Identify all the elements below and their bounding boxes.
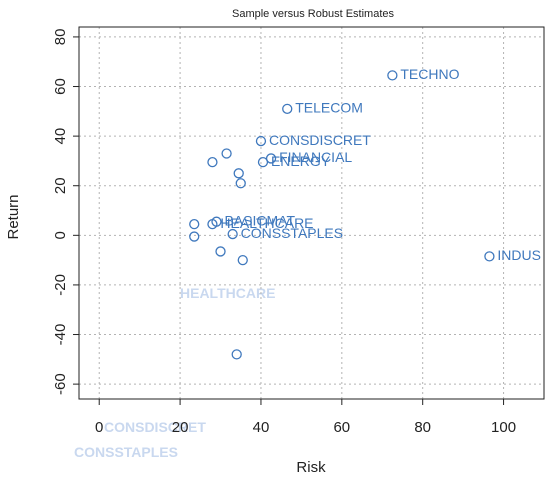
y-tick-label: -60 — [52, 373, 69, 395]
y-axis-label: Return — [5, 194, 22, 239]
axes: 0 20 40 60 80 100 -60 -40 -20 0 20 40 60 80 — [52, 26, 545, 436]
point-label: ENERGY — [271, 153, 331, 169]
y-tick-label: 0 — [52, 231, 69, 239]
data-point — [207, 157, 218, 168]
x-axis-label: Risk — [296, 459, 326, 476]
point-label: CONSDISCRET — [269, 132, 371, 148]
data-point — [282, 103, 293, 114]
x-tick-label: 60 — [333, 419, 350, 436]
y-tick-label: 60 — [52, 78, 69, 95]
y-tick-label: -20 — [52, 274, 69, 296]
data-point — [207, 219, 218, 230]
x-tick-label: 100 — [491, 419, 516, 436]
data-points — [189, 70, 495, 360]
point-label: CONSSTAPLES — [241, 225, 343, 241]
x-tick-label: 40 — [253, 419, 270, 436]
x-tick-label: 80 — [414, 419, 431, 436]
point-label: TELECOM — [295, 100, 363, 116]
y-tick-label: 40 — [52, 128, 69, 145]
ghost-label-healthcare: HEALTHCARE — [180, 285, 275, 301]
data-point — [189, 219, 200, 230]
data-point — [265, 153, 277, 164]
point-label: HEALTHCARE — [220, 215, 313, 231]
y-tick-label: -40 — [52, 324, 69, 346]
gridlines — [79, 27, 544, 399]
x-tick-label: 0 — [95, 419, 103, 436]
x-tick-label: 20 — [172, 419, 189, 436]
plot-frame — [78, 26, 545, 400]
data-point — [215, 246, 226, 257]
ghost-label-consstaples: CONSSTAPLES — [74, 444, 178, 460]
data-point — [257, 157, 269, 168]
point-label: FINANCIAL — [279, 149, 352, 165]
y-tick-label: 20 — [52, 177, 69, 194]
data-point — [484, 251, 495, 262]
data-point — [227, 228, 238, 240]
point-label: TECHNO — [400, 66, 459, 82]
data-point — [189, 231, 200, 242]
data-point — [235, 178, 246, 189]
point-label: BASICMAT — [224, 212, 295, 228]
data-point — [233, 168, 244, 179]
y-tick-label: 80 — [52, 29, 69, 46]
data-point — [221, 148, 232, 159]
chart-title: Sample versus Robust Estimates — [232, 8, 395, 20]
data-point — [255, 135, 267, 147]
ghost-label-consdiscret: CONSDISCRET — [104, 419, 206, 435]
ghost-label-layer: CONSDISCRET HEALTHCARE CONSSTAPLES — [74, 285, 275, 460]
point-label: INDUS — [497, 247, 541, 263]
data-point — [387, 70, 398, 81]
data-point — [231, 349, 242, 360]
data-point — [237, 254, 248, 266]
